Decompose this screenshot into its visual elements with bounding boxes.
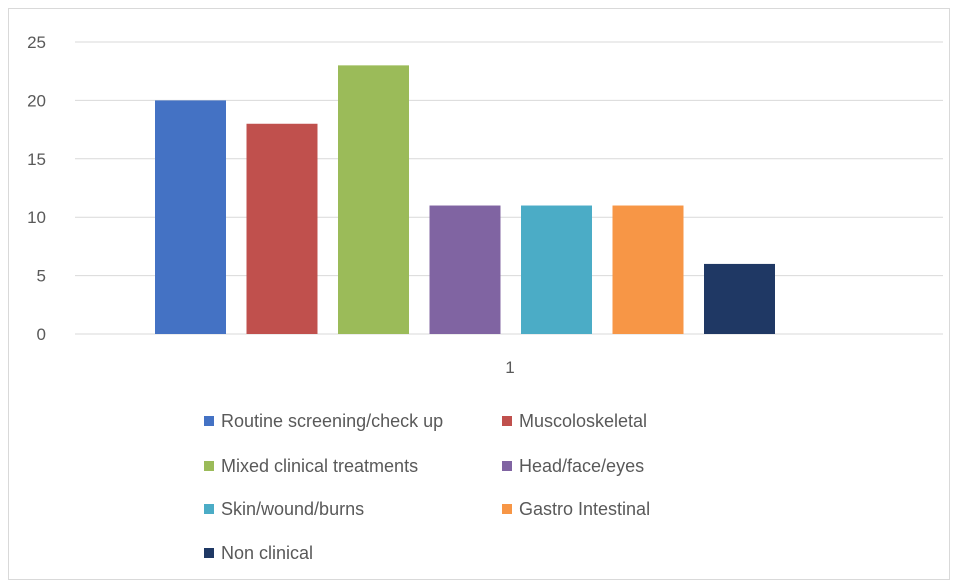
legend-swatch [502,504,512,514]
bar-3 [338,65,409,335]
y-tick-label: 20 [27,91,46,110]
legend-swatch [204,416,214,426]
y-tick-label: 10 [27,208,46,227]
y-axis-ticks: 0 5 10 15 20 25 [27,33,46,344]
legend: Routine screening/check up Muscoloskeleta… [204,411,650,563]
y-tick-label: 25 [27,33,46,52]
bar-7 [704,263,775,334]
legend-swatch [204,504,214,514]
legend-swatch [502,416,512,426]
legend-swatch [204,548,214,558]
bar-4 [429,205,501,334]
bar-6 [612,205,684,334]
x-axis-ticks: 1 [505,358,514,377]
legend-label: Mixed clinical treatments [221,456,418,476]
y-tick-label: 5 [37,267,46,286]
legend-label: Muscoloskeletal [519,411,647,431]
legend-label: Skin/wound/burns [221,499,364,519]
bar-5 [521,205,592,334]
y-tick-label: 0 [37,325,46,344]
bar-1 [155,100,226,335]
legend-label: Head/face/eyes [519,456,644,476]
y-tick-label: 15 [27,150,46,169]
legend-label: Routine screening/check up [221,411,443,431]
bar-2 [246,123,318,334]
bars [155,65,775,335]
legend-swatch [502,461,512,471]
legend-label: Non clinical [221,543,313,563]
x-tick-label: 1 [505,358,514,377]
legend-label: Gastro Intestinal [519,499,650,519]
legend-swatch [204,461,214,471]
